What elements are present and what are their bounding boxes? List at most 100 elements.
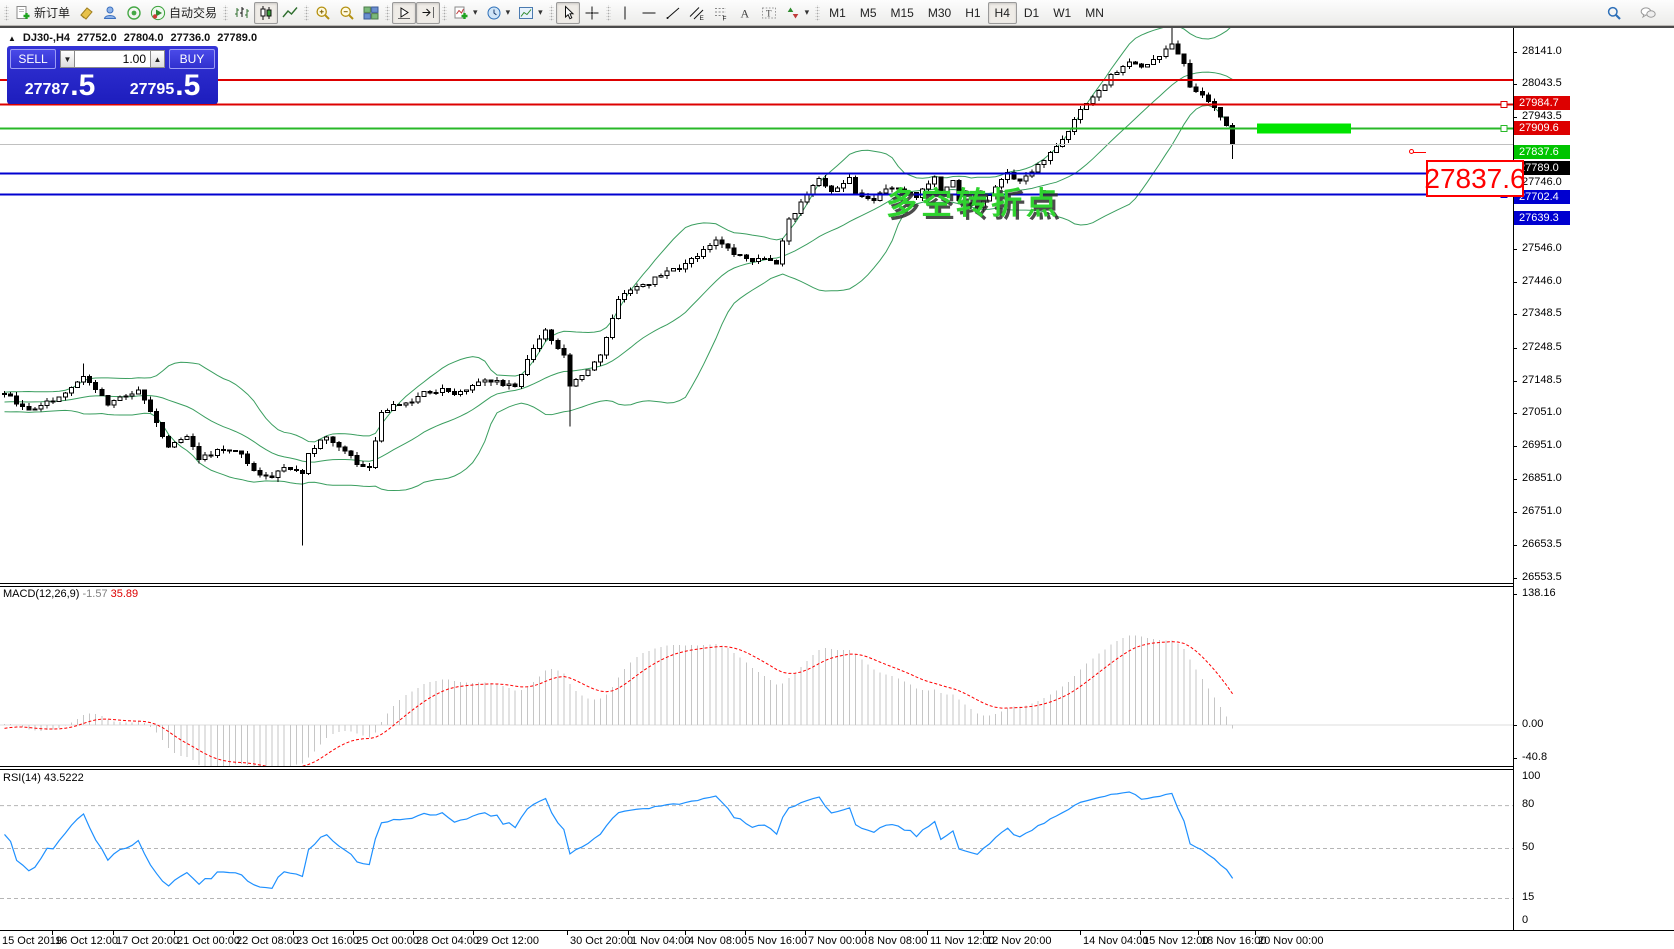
search-icon: [1606, 5, 1622, 21]
time-tick-label: 16 Oct 12:00: [55, 935, 118, 947]
text-button[interactable]: A: [733, 2, 757, 24]
main-chart-pane[interactable]: [0, 28, 1513, 583]
one-click-trading-panel: SELL ▼ ▲ BUY 27787 .5 27795 .5: [7, 46, 218, 104]
price-tick-label: 27148.5: [1522, 373, 1562, 386]
bar-chart-icon: [234, 5, 250, 21]
timeframe-d1[interactable]: D1: [1017, 2, 1046, 24]
price-axis[interactable]: 28141.0 28043.5 27943.5 27746.0 27546.0 27446…: [1513, 28, 1674, 930]
text-label-button[interactable]: T: [757, 2, 781, 24]
timeframe-w1[interactable]: W1: [1046, 2, 1078, 24]
time-tick: [1140, 931, 1141, 935]
candle-chart-button[interactable]: [254, 1, 279, 24]
time-axis[interactable]: 15 Oct 2019 16 Oct 12:00 17 Oct 20:00 21 Oc…: [0, 931, 1674, 949]
vertical-line-button[interactable]: [613, 2, 637, 24]
macd-pane[interactable]: [0, 586, 1513, 766]
timeframe-h4[interactable]: H4: [987, 1, 1017, 24]
crosshair-button[interactable]: [580, 2, 604, 24]
toolbar-group-timeframes: M1 M5 M15 M30 H1 H4 D1 W1 MN: [813, 1, 1111, 25]
line-chart-button[interactable]: [278, 2, 302, 24]
channel-button[interactable]: E: [685, 2, 709, 24]
toolbar-drag-handle[interactable]: [223, 4, 229, 21]
chat-button[interactable]: [1636, 2, 1660, 24]
buy-button[interactable]: BUY: [169, 49, 215, 69]
sell-price[interactable]: 27787 .5: [24, 69, 96, 102]
chart-window[interactable]: 28141.0 28043.5 27943.5 27746.0 27546.0 27446…: [0, 28, 1674, 949]
profile-button[interactable]: [98, 2, 122, 24]
price-tick-label: 27446.0: [1522, 274, 1562, 287]
signal-button[interactable]: [122, 2, 146, 24]
timeframe-m5[interactable]: M5: [853, 2, 884, 24]
trendline-button[interactable]: [661, 2, 685, 24]
toolbar-drag-handle[interactable]: [304, 4, 310, 21]
pane-separator[interactable]: [0, 766, 1513, 767]
tile-windows-button[interactable]: [359, 2, 383, 24]
arrows-button[interactable]: ▾: [781, 2, 814, 24]
chat-icon: [1640, 5, 1656, 21]
caret-down-icon[interactable]: ▾: [473, 7, 478, 17]
timeframe-mn-label: MN: [1085, 5, 1104, 20]
cursor-button[interactable]: [555, 1, 580, 24]
templates-button[interactable]: ▾: [514, 2, 547, 24]
search-button[interactable]: [1602, 2, 1626, 24]
timeframe-h1[interactable]: H1: [958, 2, 987, 24]
price-tick: [1513, 479, 1517, 481]
highlight-zone-segment[interactable]: [1257, 123, 1351, 134]
horizontal-line-button[interactable]: [637, 2, 661, 24]
caret-down-icon[interactable]: ▾: [804, 7, 810, 17]
indicators-button[interactable]: ▾: [449, 2, 482, 24]
timeframe-m30[interactable]: M30: [921, 2, 958, 24]
callout-anchor-dot[interactable]: [1409, 149, 1414, 154]
macd-signal-line: [4, 641, 1234, 766]
sell-button[interactable]: SELL: [10, 49, 56, 69]
volume-input[interactable]: [75, 50, 150, 68]
time-tick: [685, 931, 686, 935]
time-tick-label: 15 Nov 12:00: [1143, 935, 1209, 947]
toolbar-group-draw: E F A T ▾: [604, 1, 814, 25]
toolbar-drag-handle[interactable]: [4, 4, 9, 21]
text-icon: A: [737, 5, 753, 21]
zoom-in-button[interactable]: [311, 2, 335, 24]
price-level-label: 27702.4: [1514, 189, 1570, 204]
periods-button[interactable]: ▾: [482, 2, 515, 24]
time-tick: [927, 931, 928, 935]
collapse-panel-icon[interactable]: ▲: [8, 33, 16, 43]
volume-increase-button[interactable]: ▲: [150, 50, 165, 68]
time-tick-label: 12 Nov 20:00: [986, 935, 1052, 947]
eraser-button[interactable]: [74, 2, 98, 24]
toolbar-drag-handle[interactable]: [442, 4, 448, 21]
bar-chart-button[interactable]: [230, 2, 254, 24]
chart-annotation-text[interactable]: 多空转折点: [886, 186, 1061, 221]
pane-separator[interactable]: [0, 769, 1513, 770]
toolbar-drag-handle[interactable]: [815, 4, 821, 21]
macd-axis-tick: [1513, 725, 1517, 726]
clock-icon: [486, 5, 502, 21]
toolbar-drag-handle[interactable]: [605, 4, 611, 21]
timeframe-m15[interactable]: M15: [884, 2, 921, 24]
autotrading-button[interactable]: 自动交易: [146, 2, 221, 24]
volume-decrease-button[interactable]: ▼: [60, 50, 75, 68]
buy-price[interactable]: 27795 .5: [129, 69, 201, 102]
candle-chart-icon: [258, 5, 274, 21]
time-tick-label: 29 Oct 12:00: [476, 935, 539, 947]
fibonacci-button[interactable]: F: [709, 2, 733, 24]
new-order-button[interactable]: 新订单: [11, 2, 74, 24]
caret-down-icon[interactable]: ▾: [505, 7, 511, 17]
time-tick: [1198, 931, 1199, 935]
toolbar-drag-handle[interactable]: [385, 4, 391, 21]
auto-scroll-button[interactable]: [392, 1, 417, 24]
horizontal-level-lines[interactable]: [0, 78, 1513, 198]
timeframe-mn[interactable]: MN: [1078, 2, 1111, 24]
pane-separator[interactable]: [0, 586, 1513, 587]
timeframe-m1[interactable]: M1: [822, 2, 853, 24]
time-tick-label: 21 Oct 00:00: [177, 935, 240, 947]
toolbar-drag-handle[interactable]: [548, 4, 554, 21]
pane-separator[interactable]: [0, 583, 1513, 584]
price-callout-box[interactable]: 27837.6: [1424, 160, 1526, 197]
chart-shift-button[interactable]: [416, 1, 441, 24]
price-level-label: 27639.3: [1514, 210, 1570, 225]
time-tick: [567, 931, 568, 935]
tile-icon: [363, 5, 379, 21]
zoom-out-button[interactable]: [335, 2, 359, 24]
caret-down-icon[interactable]: ▾: [538, 7, 543, 17]
rsi-pane[interactable]: [0, 769, 1513, 930]
